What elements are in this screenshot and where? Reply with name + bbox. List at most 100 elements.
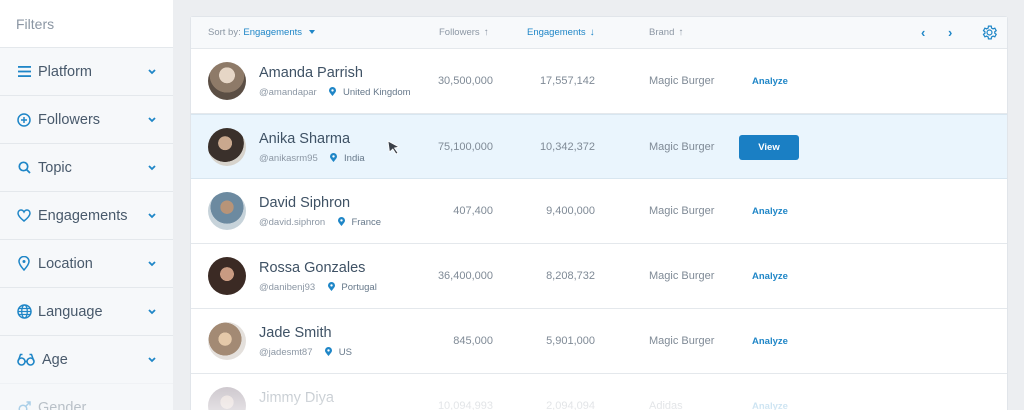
avatar (208, 387, 246, 410)
handle: @jadesmt87 (259, 347, 313, 358)
influencer-meta: @jadesmt87 US (259, 347, 352, 359)
arrow-down-icon: ↓ (589, 27, 595, 38)
brand: Magic Burger (649, 141, 715, 153)
followers-count: 407,400 (453, 205, 493, 217)
influencer-meta: @amandapar United Kingdom (259, 87, 411, 99)
sort-prefix: Sort by: (208, 27, 241, 38)
chevron-right-icon[interactable]: › (948, 25, 953, 40)
location: India (344, 153, 365, 164)
table-row[interactable]: Rossa Gonzales @danibenj93 Portugal 36,4… (191, 244, 1007, 309)
filter-location[interactable]: Location (0, 239, 173, 287)
chevron-down-icon[interactable] (147, 115, 157, 125)
location-pin-icon (16, 256, 32, 272)
brand: Magic Burger (649, 270, 715, 282)
avatar (208, 62, 246, 100)
followers-count: 30,500,000 (437, 75, 493, 87)
chevron-down-icon[interactable] (147, 67, 157, 77)
analyze-link[interactable]: Analyze (752, 206, 788, 217)
analyze-link[interactable]: Analyze (752, 271, 788, 282)
table-header: Sort by: Engagements Followers ↑ Engageme… (191, 17, 1007, 49)
gear-icon[interactable] (981, 24, 998, 44)
column-header-engagements[interactable]: Engagements ↓ (527, 27, 595, 38)
influencer-name[interactable]: Rossa Gonzales (259, 260, 366, 276)
table-row[interactable]: Anika Sharma @anikasrm95 India 75,100,00… (191, 114, 1007, 179)
influencer-table: Sort by: Engagements Followers ↑ Engageme… (190, 16, 1008, 410)
sort-value: Engagements (243, 27, 303, 38)
handle: @danibenj93 (259, 282, 316, 293)
caret-down-icon (308, 30, 315, 35)
followers-count: 75,100,000 (437, 141, 493, 153)
arrow-up-icon: ↑ (483, 27, 489, 38)
chevron-down-icon[interactable] (147, 259, 157, 269)
avatar (208, 257, 246, 295)
search-icon (16, 160, 32, 176)
analyze-link[interactable]: Analyze (752, 401, 788, 410)
filter-age[interactable]: Age (0, 335, 173, 383)
filter-platform[interactable]: Platform (0, 47, 173, 95)
filter-topic[interactable]: Topic (0, 143, 173, 191)
filter-gender[interactable]: Gender (0, 383, 173, 410)
table-row[interactable]: Amanda Parrish @amandapar United Kingdom… (191, 49, 1007, 114)
followers-count: 10,094,993 (437, 400, 493, 410)
male-icon (16, 400, 32, 410)
filter-label: Gender (38, 399, 87, 410)
column-label: Followers (439, 27, 480, 38)
influencer-name[interactable]: Jade Smith (259, 325, 332, 341)
influencer-name[interactable]: Amanda Parrish (259, 65, 363, 81)
filter-engagements[interactable]: Engagements (0, 191, 173, 239)
influencer-name[interactable]: Anika Sharma (259, 131, 351, 147)
location: US (338, 347, 352, 358)
column-label: Brand (649, 27, 675, 38)
filter-followers[interactable]: Followers (0, 95, 173, 143)
avatar (208, 322, 246, 360)
chevron-down-icon[interactable] (147, 211, 157, 221)
table-row[interactable]: Jimmy Diya 10,094,993 2,094,094 Adidas A… (191, 374, 1007, 410)
heart-icon (16, 208, 32, 224)
column-label: Engagements (527, 27, 586, 38)
location-pin-icon (329, 87, 337, 99)
view-button[interactable]: View (739, 135, 799, 160)
engagements-count: 2,094,094 (546, 400, 595, 410)
location-pin-icon (330, 153, 338, 165)
location: United Kingdom (343, 87, 411, 98)
filter-label: Topic (38, 159, 72, 176)
filter-label: Location (38, 255, 93, 272)
analyze-link[interactable]: Analyze (752, 336, 788, 347)
chevron-left-icon[interactable]: ‹ (921, 25, 926, 40)
filter-language[interactable]: Language (0, 287, 173, 335)
brand: Magic Burger (649, 75, 715, 87)
influencer-meta: @anikasrm95 India (259, 153, 365, 165)
filter-label: Age (42, 351, 68, 368)
filter-label: Platform (38, 63, 92, 80)
handle: @david.siphron (259, 217, 326, 228)
engagements-count: 8,208,732 (546, 270, 595, 282)
influencer-name[interactable]: David Siphron (259, 195, 351, 211)
analyze-link[interactable]: Analyze (752, 76, 788, 87)
influencer-name[interactable]: Jimmy Diya (259, 390, 334, 406)
filters-sidebar: Filters Platform Followers Topic (0, 0, 173, 410)
arrow-up-icon: ↑ (678, 27, 684, 38)
avatar (208, 192, 246, 230)
location: Portugal (341, 282, 377, 293)
influencer-meta: @danibenj93 Portugal (259, 282, 377, 294)
list-icon (16, 64, 32, 80)
handle: @amandapar (259, 87, 317, 98)
engagements-count: 10,342,372 (539, 141, 595, 153)
filters-title: Filters (0, 0, 173, 47)
column-header-followers[interactable]: Followers ↑ (439, 27, 489, 38)
chevron-down-icon[interactable] (147, 307, 157, 317)
brand: Adidas (649, 400, 683, 410)
mouse-cursor-icon (386, 139, 402, 160)
filter-label: Followers (38, 111, 101, 128)
chevron-down-icon[interactable] (147, 355, 157, 365)
brand: Magic Burger (649, 335, 715, 347)
filter-label: Engagements (38, 207, 128, 224)
location-pin-icon (337, 217, 345, 229)
handle: @anikasrm95 (259, 153, 318, 164)
column-header-brand[interactable]: Brand ↑ (649, 27, 683, 38)
chevron-down-icon[interactable] (147, 163, 157, 173)
table-row[interactable]: David Siphron @david.siphron France 407,… (191, 179, 1007, 244)
table-row[interactable]: Jade Smith @jadesmt87 US 845,000 5,901,0… (191, 309, 1007, 374)
sort-by-dropdown[interactable]: Sort by: Engagements (208, 27, 315, 38)
